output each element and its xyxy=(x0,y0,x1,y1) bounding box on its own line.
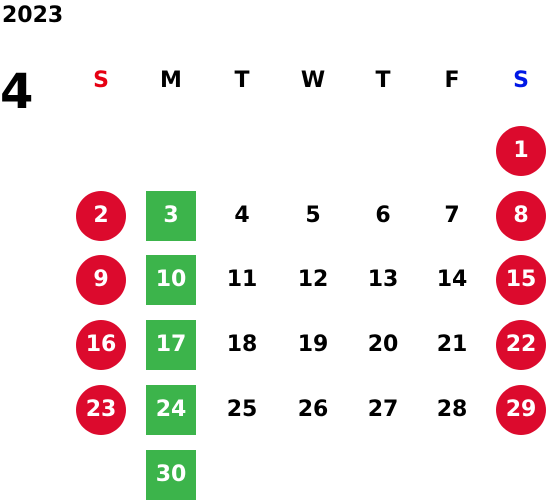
calendar-day-5: 5 xyxy=(305,203,321,228)
calendar-day-24: 24 xyxy=(146,385,196,435)
calendar-day-11: 11 xyxy=(226,267,258,292)
calendar-day-18: 18 xyxy=(226,332,258,357)
calendar-day-9: 9 xyxy=(76,255,126,305)
calendar-day-21: 21 xyxy=(436,332,468,357)
calendar-year: 2023 xyxy=(2,3,64,28)
calendar-day-17: 17 xyxy=(146,320,196,370)
calendar-day-4: 4 xyxy=(234,203,250,228)
calendar-day-8: 8 xyxy=(496,191,546,241)
weekday-header-1: M xyxy=(160,68,182,93)
calendar-day-6: 6 xyxy=(375,203,391,228)
calendar-day-20: 20 xyxy=(367,332,399,357)
calendar-day-13: 13 xyxy=(367,267,399,292)
calendar-day-30: 30 xyxy=(146,450,196,500)
weekday-header-3: W xyxy=(300,68,326,93)
calendar-day-2: 2 xyxy=(76,191,126,241)
calendar-day-7: 7 xyxy=(444,203,460,228)
calendar-day-25: 25 xyxy=(226,397,258,422)
weekday-header-4: T xyxy=(375,68,391,93)
calendar-day-22: 22 xyxy=(496,320,546,370)
weekday-header-2: T xyxy=(234,68,250,93)
calendar-day-26: 26 xyxy=(297,397,329,422)
calendar-day-12: 12 xyxy=(297,267,329,292)
weekday-header-6: S xyxy=(513,68,529,93)
calendar-day-28: 28 xyxy=(436,397,468,422)
calendar-day-16: 16 xyxy=(76,320,126,370)
weekday-header-5: F xyxy=(444,68,460,93)
calendar-day-27: 27 xyxy=(367,397,399,422)
calendar-day-23: 23 xyxy=(76,385,126,435)
calendar-day-3: 3 xyxy=(146,191,196,241)
calendar-day-1: 1 xyxy=(496,126,546,176)
calendar-day-19: 19 xyxy=(297,332,329,357)
calendar-day-14: 14 xyxy=(436,267,468,292)
calendar-day-15: 15 xyxy=(496,255,546,305)
calendar-month: 4 xyxy=(0,64,34,120)
weekday-header-0: S xyxy=(93,68,109,93)
calendar-day-10: 10 xyxy=(146,255,196,305)
calendar-day-29: 29 xyxy=(496,385,546,435)
